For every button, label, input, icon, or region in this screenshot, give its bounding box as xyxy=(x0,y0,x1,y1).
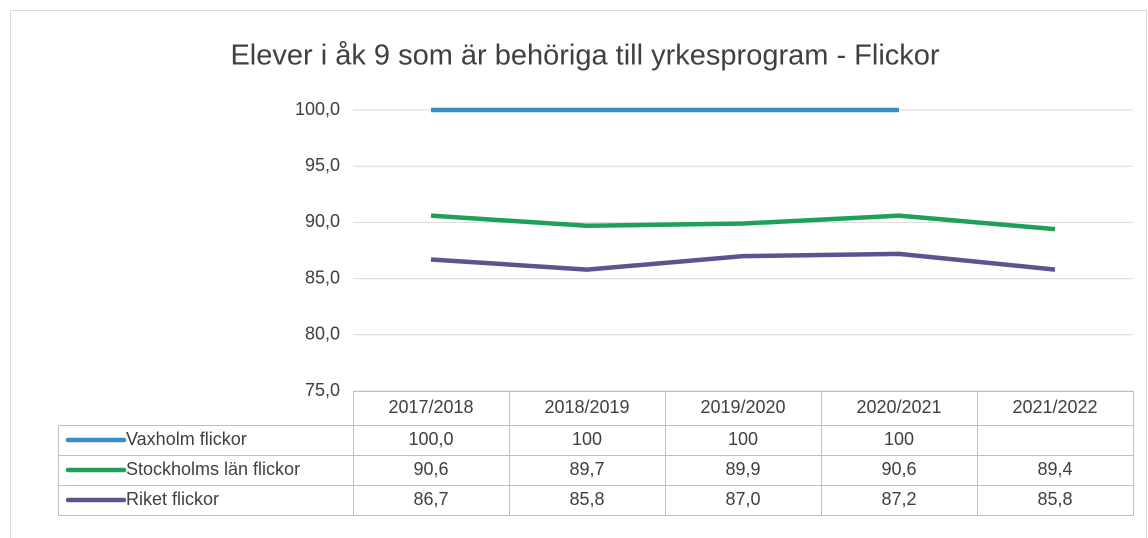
table-value: 100 xyxy=(728,429,758,449)
y-tick-label: 90,0 xyxy=(305,211,340,231)
series-line xyxy=(430,213,1056,232)
x-tick-label: 2020/2021 xyxy=(856,397,941,417)
x-tick-label: 2018/2019 xyxy=(544,397,629,417)
x-tick-label: 2017/2018 xyxy=(388,397,473,417)
y-tick-label: 95,0 xyxy=(305,155,340,175)
y-tick-label: 100,0 xyxy=(295,99,340,119)
legend-label: Vaxholm flickor xyxy=(126,429,247,449)
x-tick-label: 2021/2022 xyxy=(1012,397,1097,417)
table-value: 89,7 xyxy=(569,459,604,479)
legend-label: Riket flickor xyxy=(126,489,219,509)
y-tick-label: 85,0 xyxy=(305,267,340,287)
table-value: 100 xyxy=(884,429,914,449)
table-value: 100 xyxy=(572,429,602,449)
table-value: 90,6 xyxy=(881,459,916,479)
y-tick-label: 80,0 xyxy=(305,324,340,344)
chart-frame xyxy=(10,10,1147,538)
table-value: 90,6 xyxy=(413,459,448,479)
table-value: 87,2 xyxy=(881,489,916,509)
table-value: 87,0 xyxy=(725,489,760,509)
chart-title: Elever i åk 9 som är behöriga till yrkes… xyxy=(230,40,939,72)
legend-label: Stockholms län flickor xyxy=(126,459,300,479)
table-cell xyxy=(977,485,1134,516)
table-value: 100,0 xyxy=(408,429,453,449)
y-tick-label: 75,0 xyxy=(305,380,340,400)
table-value: 85,8 xyxy=(1037,489,1072,509)
table-value: 89,4 xyxy=(1037,459,1072,479)
table-value: 85,8 xyxy=(569,489,604,509)
series-line xyxy=(430,251,1056,272)
x-tick-label: 2019/2020 xyxy=(700,397,785,417)
table-value: 89,9 xyxy=(725,459,760,479)
table-value: 86,7 xyxy=(413,489,448,509)
